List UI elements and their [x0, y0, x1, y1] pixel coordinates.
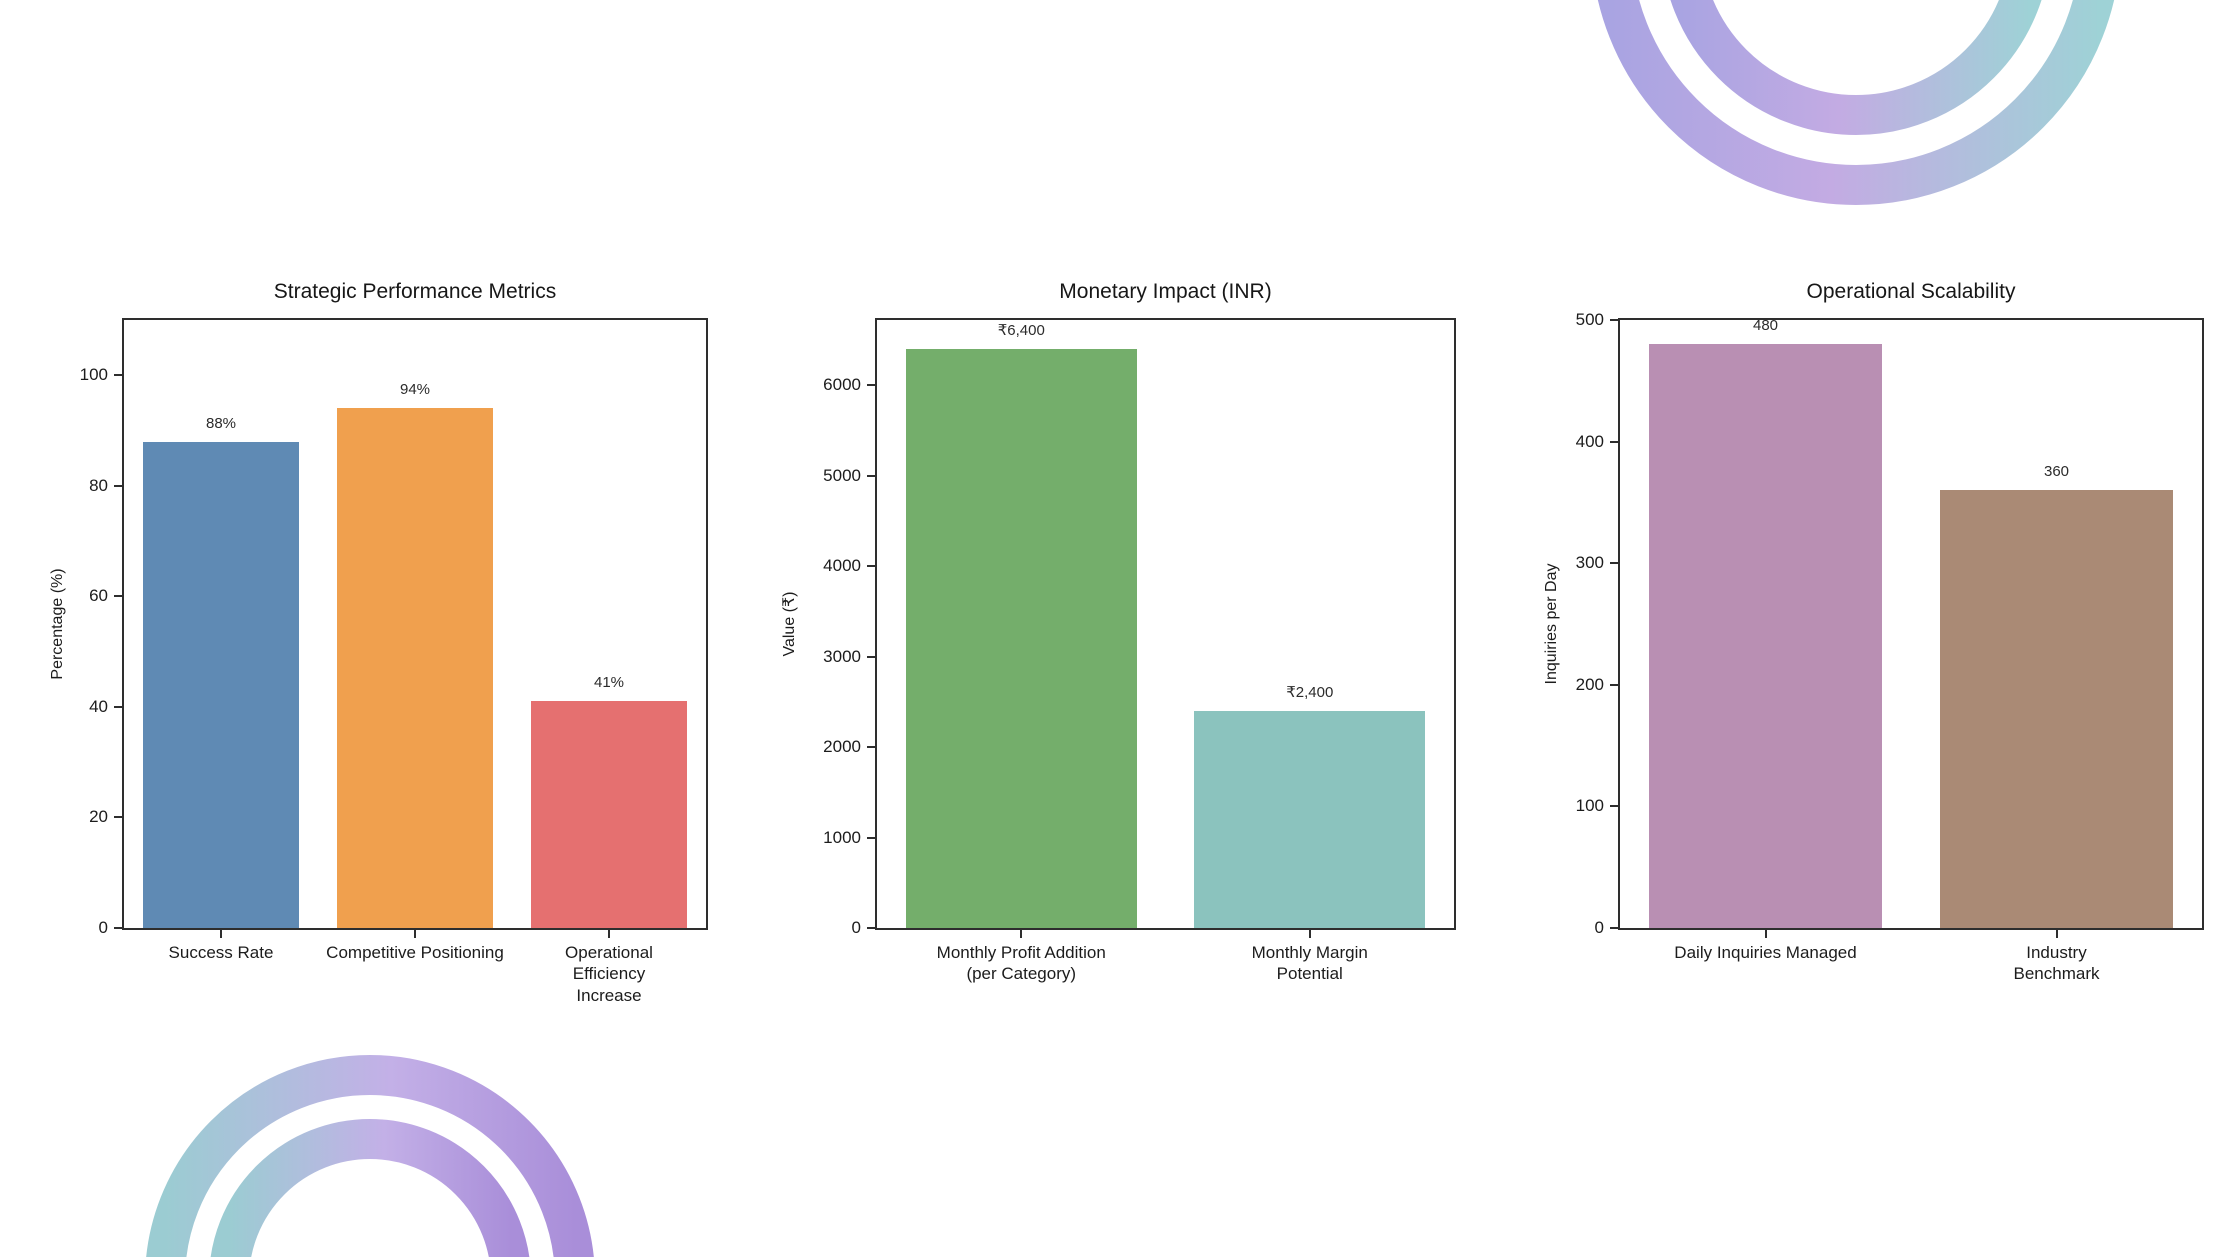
- y-tick-mark: [867, 474, 875, 477]
- bar: [337, 408, 493, 928]
- bar-value-label: 41%: [593, 674, 625, 692]
- x-tick-label: Success Rate: [168, 943, 274, 962]
- y-tick-label: 60: [89, 586, 108, 606]
- y-tick-label: 0: [851, 918, 861, 937]
- y-tick-mark: [1610, 927, 1618, 929]
- y-tick-label: 400: [1575, 431, 1604, 451]
- y-tick-mark: [867, 927, 875, 929]
- x-tick-label: Industry Benchmark: [2013, 943, 2100, 984]
- chart-operational-scalability: Operational Scalability Inquiries per Da…: [1543, 280, 2204, 983]
- x-tick-label: Operational Efficiency Increase: [565, 943, 653, 1005]
- bar-value-label: ₹6,400: [997, 321, 1045, 339]
- y-tick-label: 500: [1575, 310, 1604, 329]
- y-tick-label: 3000: [823, 646, 861, 666]
- y-tick-label: 1000: [823, 827, 861, 847]
- y-tick-label: 40: [89, 696, 108, 716]
- y-tick-mark: [867, 655, 875, 658]
- chart-title: Strategic Performance Metrics: [273, 280, 557, 303]
- bar-value-label: 94%: [399, 381, 431, 399]
- x-tick-mark: [1308, 930, 1311, 938]
- decorative-ring-top-right: [1597, 0, 2115, 205]
- bar: [905, 348, 1137, 928]
- y-tick-mark: [1610, 319, 1618, 321]
- x-tick-mark: [220, 930, 222, 938]
- y-tick-label: 0: [1594, 918, 1604, 937]
- y-tick-mark: [867, 746, 875, 749]
- y-tick-label: 6000: [823, 375, 861, 395]
- bar: [531, 701, 687, 928]
- y-axis-label: Inquiries per Day: [1543, 563, 1560, 685]
- y-tick-mark: [114, 927, 122, 929]
- y-tick-mark: [114, 705, 122, 708]
- x-tick-label: Monthly Profit Addition (per Category): [936, 943, 1106, 984]
- y-tick-mark: [867, 384, 875, 387]
- y-tick-mark: [867, 836, 875, 839]
- y-tick-label: 4000: [823, 556, 861, 576]
- bar: [1940, 490, 2173, 928]
- bar: [1649, 344, 1882, 928]
- x-tick-label: Daily Inquiries Managed: [1674, 943, 1857, 962]
- y-tick-label: 100: [1575, 796, 1604, 816]
- bar-value-label: 480: [1752, 317, 1779, 335]
- plot-area: 0 20 40 60 80 100 88% Success Rate 94% Competitiv…: [80, 318, 708, 1005]
- y-tick-label: 80: [89, 475, 108, 495]
- y-tick-mark: [114, 816, 122, 819]
- x-tick-mark: [414, 930, 416, 938]
- x-tick-mark: [608, 930, 610, 938]
- y-tick-mark: [1610, 683, 1618, 686]
- y-tick-label: 20: [89, 807, 108, 827]
- y-tick-label: 5000: [823, 465, 861, 485]
- y-tick-mark: [1610, 562, 1618, 565]
- decorative-ring-bottom-left: [146, 1055, 594, 1257]
- chart-title: Monetary Impact (INR): [1059, 280, 1272, 303]
- plot-area: 0 1000 2000 3000 4000 5000 6000 ₹6,400 Monthly P…: [823, 318, 1456, 983]
- y-tick-label: 200: [1575, 674, 1604, 694]
- y-tick-label: 2000: [823, 737, 861, 757]
- y-tick-label: 300: [1575, 553, 1604, 573]
- x-tick-mark: [2055, 930, 2058, 938]
- chart-monetary-impact-inr: Monetary Impact (INR) Value (₹) 0 1000 200…: [781, 280, 1456, 983]
- x-tick-mark: [1764, 930, 1767, 938]
- chart-strategic-performance-metrics: Strategic Performance Metrics Percentage…: [49, 280, 708, 1005]
- y-tick-label: 0: [98, 918, 108, 937]
- y-axis-label: Value (₹): [781, 591, 798, 657]
- y-tick-mark: [867, 565, 875, 568]
- plot-area: 0 100 200 300 400 500 480 Daily Inquiries Manag…: [1576, 311, 2204, 983]
- bar: [1194, 710, 1426, 928]
- y-axis-label: Percentage (%): [49, 568, 66, 680]
- x-tick-mark: [1020, 930, 1023, 938]
- y-tick-mark: [1610, 440, 1618, 443]
- bar-value-label: 360: [2043, 463, 2070, 481]
- y-tick-mark: [114, 374, 122, 377]
- x-tick-label: Monthly Margin Potential: [1251, 943, 1368, 984]
- bar: [143, 441, 299, 928]
- chart-title: Operational Scalability: [1806, 280, 2016, 303]
- y-tick-mark: [114, 484, 122, 487]
- x-tick-label: Competitive Positioning: [326, 943, 504, 962]
- y-tick-label: 100: [79, 365, 108, 385]
- y-tick-mark: [114, 595, 122, 598]
- bar-value-label: ₹2,400: [1286, 683, 1334, 701]
- y-tick-mark: [1610, 805, 1618, 808]
- bar-value-label: 88%: [205, 414, 237, 432]
